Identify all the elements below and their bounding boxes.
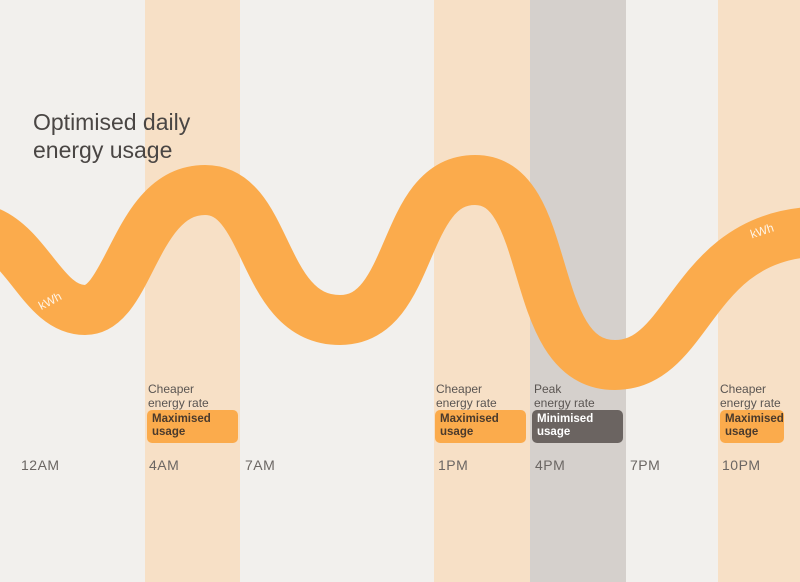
rate-label-line-2: energy rate xyxy=(720,396,781,410)
time-label-12am: 12AM xyxy=(21,457,60,473)
time-label-4pm: 4PM xyxy=(535,457,566,473)
title-line-2: energy usage xyxy=(33,137,173,163)
rate-label-line-1: Cheaper xyxy=(148,382,195,396)
time-label-10pm: 10PM xyxy=(722,457,761,473)
rate-label-line-1: Cheaper xyxy=(436,382,483,396)
cheap-rate-band-4am xyxy=(145,0,240,582)
rate-label-line-2: energy rate xyxy=(534,396,595,410)
rate-label-10pm: Cheaper energy rate xyxy=(720,382,781,410)
time-label-7pm: 7PM xyxy=(630,457,661,473)
maximised-usage-badge-10pm: Maximised usage xyxy=(720,410,784,443)
time-label-7am: 7AM xyxy=(245,457,276,473)
title-line-1: Optimised daily xyxy=(33,109,191,135)
time-label-1pm: 1PM xyxy=(438,457,469,473)
badge-line-2: usage xyxy=(152,426,186,438)
maximised-usage-badge-4am: Maximised usage xyxy=(147,410,238,443)
rate-label-4pm: Peak energy rate xyxy=(534,382,595,410)
rate-label-line-2: energy rate xyxy=(436,396,497,410)
badge-line-2: usage xyxy=(537,426,571,438)
rate-label-line-1: Peak xyxy=(534,382,562,396)
badge-line-1: Maximised xyxy=(440,413,499,425)
minimised-usage-badge-4pm: Minimised usage xyxy=(532,410,623,443)
cheap-rate-band-1pm xyxy=(434,0,530,582)
page-title: Optimised daily energy usage xyxy=(33,108,190,164)
badge-line-1: Maximised xyxy=(152,413,211,425)
badge-line-1: Maximised xyxy=(725,413,784,425)
rate-label-line-1: Cheaper xyxy=(720,382,767,396)
rate-label-4am: Cheaper energy rate xyxy=(148,382,209,410)
rate-label-1pm: Cheaper energy rate xyxy=(436,382,497,410)
rate-label-line-2: energy rate xyxy=(148,396,209,410)
badge-line-1: Minimised xyxy=(537,413,594,425)
badge-line-2: usage xyxy=(440,426,474,438)
badge-line-2: usage xyxy=(725,426,759,438)
usage-wave xyxy=(0,154,800,391)
maximised-usage-badge-1pm: Maximised usage xyxy=(435,410,526,443)
time-label-4am: 4AM xyxy=(149,457,180,473)
